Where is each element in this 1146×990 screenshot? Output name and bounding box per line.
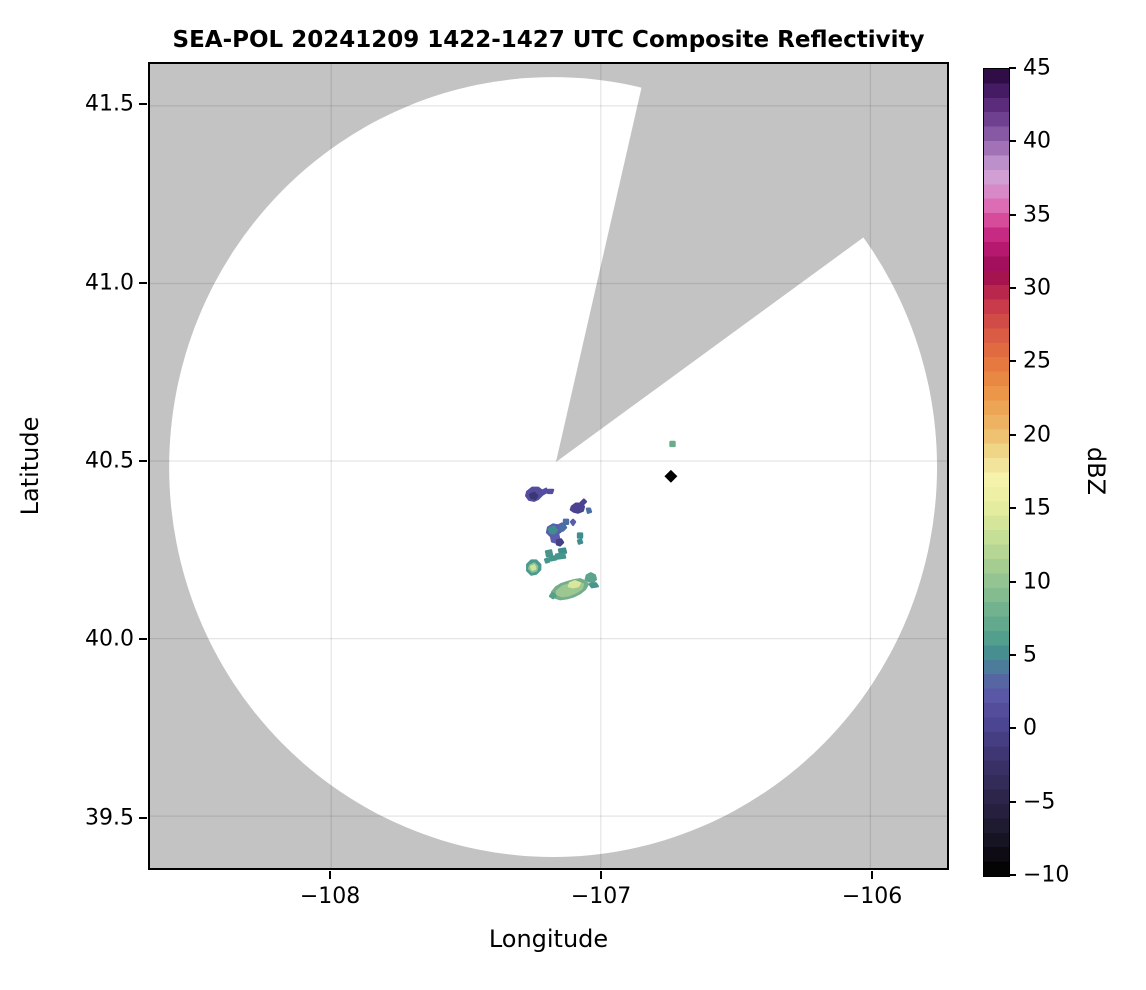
x-axis-label: Longitude <box>488 925 609 953</box>
echo-blob <box>547 525 559 535</box>
colorbar-tick-mark <box>1009 67 1016 69</box>
colorbar-tick-label: −10 <box>1023 862 1070 888</box>
y-tick-mark <box>139 281 147 284</box>
echo-blob <box>669 440 676 448</box>
y-tick-label: 41.5 <box>85 91 134 117</box>
colorbar-tick-mark <box>1009 653 1016 656</box>
echo-blob <box>588 582 599 589</box>
colorbar-tick-label: 15 <box>1023 495 1051 521</box>
y-tick-mark <box>139 816 147 819</box>
colorbar <box>983 68 1010 877</box>
x-tick-label: −106 <box>841 884 903 909</box>
plot-area <box>148 62 949 870</box>
y-tick-mark <box>139 460 147 462</box>
echo-blob <box>554 552 567 560</box>
echo-blob <box>543 557 551 564</box>
colorbar-tick-mark <box>1009 580 1016 583</box>
echo-blob <box>584 572 597 584</box>
echo-blob <box>543 488 555 495</box>
x-tick-mark <box>329 871 332 879</box>
echo-blob <box>530 564 537 571</box>
echo-blob <box>569 502 586 514</box>
x-tick-mark <box>871 871 874 879</box>
colorbar-tick-label: 45 <box>1023 55 1051 81</box>
colorbar-tick-label: 40 <box>1023 128 1051 154</box>
colorbar-tick-mark <box>1009 140 1016 143</box>
x-tick-mark <box>600 871 603 879</box>
colorbar-gradient <box>984 69 1009 876</box>
radar-ppi-canvas <box>150 64 947 868</box>
x-tick-label: −108 <box>299 884 361 909</box>
colorbar-tick-label: −5 <box>1023 789 1056 815</box>
echo-blob <box>576 532 584 539</box>
echo-blob <box>567 580 582 589</box>
colorbar-tick-mark <box>1009 213 1016 216</box>
colorbar-tick-mark <box>1009 727 1016 730</box>
echo-blob <box>576 538 584 545</box>
colorbar-tick-label: 35 <box>1023 202 1051 228</box>
colorbar-tick-mark <box>1009 287 1016 290</box>
x-tick-label: −107 <box>570 884 632 909</box>
echo-blob <box>579 498 588 506</box>
echo-blob <box>558 523 568 532</box>
colorbar-tick-label: 20 <box>1023 422 1051 448</box>
y-tick-label: 40.5 <box>85 448 134 474</box>
echo-blob <box>544 549 554 558</box>
echo-blob <box>562 518 570 525</box>
colorbar-label: dBZ <box>1082 446 1110 496</box>
echo-blob <box>555 538 565 547</box>
y-axis-label: Latitude <box>16 416 44 516</box>
y-tick-label: 40.0 <box>85 626 134 652</box>
y-tick-label: 41.0 <box>85 270 134 296</box>
colorbar-tick-label: 0 <box>1023 715 1037 741</box>
colorbar-tick-mark <box>1009 507 1016 510</box>
colorbar-tick-label: 25 <box>1023 348 1051 374</box>
echo-blob <box>557 547 568 555</box>
colorbar-tick-mark <box>1009 360 1016 363</box>
y-tick-mark <box>139 103 147 106</box>
colorbar-tick-label: 5 <box>1023 642 1037 668</box>
colorbar-tick-mark <box>1009 874 1016 876</box>
echo-blob <box>569 518 577 527</box>
colorbar-tick-mark <box>1009 800 1016 803</box>
colorbar-tick-mark <box>1009 433 1016 436</box>
echo-blob <box>529 491 539 500</box>
blocked-sector-wedge <box>555 64 947 463</box>
chart-title: SEA-POL 20241209 1422-1427 UTC Composite… <box>172 27 925 53</box>
echo-blob <box>548 592 558 600</box>
echo-blob <box>585 507 593 514</box>
y-tick-mark <box>139 638 147 641</box>
colorbar-tick-label: 30 <box>1023 275 1051 301</box>
y-tick-label: 39.5 <box>85 805 134 831</box>
echo-blob <box>548 555 558 562</box>
colorbar-tick-label: 10 <box>1023 569 1051 595</box>
